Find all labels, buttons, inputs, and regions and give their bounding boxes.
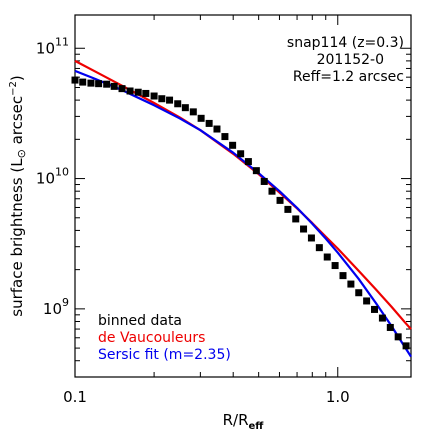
data-point bbox=[394, 333, 402, 341]
data-point bbox=[197, 114, 205, 122]
data-point bbox=[363, 297, 371, 305]
legend-entry-de-vaucouleurs: de Vaucouleurs bbox=[98, 330, 205, 346]
data-point bbox=[150, 92, 158, 100]
x-tick-label: 1.0 bbox=[326, 388, 350, 406]
data-point bbox=[371, 305, 379, 313]
y-tick-label: 1011 bbox=[36, 35, 69, 57]
data-point bbox=[174, 100, 182, 108]
data-point bbox=[79, 78, 87, 86]
data-point bbox=[221, 133, 229, 141]
data-point bbox=[189, 108, 197, 116]
data-point bbox=[307, 234, 315, 242]
x-axis-title: R/Reff bbox=[223, 411, 265, 432]
plot-frame bbox=[74, 14, 412, 378]
data-point bbox=[284, 205, 292, 213]
legend: binned data de Vaucouleurs Sersic fit (m… bbox=[98, 313, 231, 363]
axis-ticks bbox=[74, 15, 411, 378]
data-point bbox=[331, 262, 339, 270]
plot-area bbox=[71, 59, 412, 358]
data-point bbox=[355, 289, 363, 297]
axis-tick-labels: 0.1 1.0 109 1010 1011 bbox=[36, 35, 350, 406]
legend-entry-sersic-fit: Sersic fit (m=2.35) bbox=[98, 347, 231, 363]
data-point bbox=[134, 88, 142, 96]
data-point bbox=[386, 323, 394, 331]
data-point bbox=[142, 89, 150, 97]
data-point bbox=[71, 76, 79, 84]
data-point bbox=[260, 177, 268, 185]
data-point bbox=[95, 80, 103, 88]
data-point bbox=[378, 314, 386, 322]
data-point bbox=[158, 95, 166, 103]
x-tick-label: 0.1 bbox=[63, 388, 87, 406]
annotation-snapshot: snap114 (z=0.3) bbox=[287, 35, 404, 51]
y-axis-title: surface brightness (L⊙ arcsec−2) bbox=[8, 75, 28, 317]
data-point bbox=[268, 187, 276, 195]
data-point bbox=[126, 87, 134, 95]
legend-entry-binned-data: binned data bbox=[98, 313, 182, 329]
data-point bbox=[339, 272, 347, 280]
data-point bbox=[244, 158, 252, 166]
data-point bbox=[252, 167, 260, 175]
data-point bbox=[103, 80, 111, 88]
data-point bbox=[347, 280, 355, 288]
data-point bbox=[292, 215, 300, 223]
sersic-fit-m-2-35-line bbox=[74, 69, 412, 358]
data-point bbox=[229, 141, 237, 149]
data-point bbox=[110, 82, 118, 90]
data-point bbox=[315, 244, 323, 252]
y-tick-label: 109 bbox=[43, 296, 69, 318]
data-point bbox=[323, 253, 331, 261]
data-point bbox=[402, 342, 410, 350]
data-point bbox=[87, 79, 95, 87]
data-point bbox=[166, 96, 174, 104]
de-vaucouleurs-line bbox=[74, 59, 412, 330]
data-point bbox=[300, 225, 308, 233]
data-point bbox=[213, 125, 221, 133]
y-tick-label: 1010 bbox=[36, 166, 69, 188]
data-point bbox=[237, 150, 245, 158]
annotation-object-id: 201152-0 bbox=[317, 52, 384, 68]
data-point bbox=[118, 85, 126, 93]
data-point bbox=[181, 104, 189, 112]
data-point bbox=[276, 196, 284, 204]
annotation-reff: Reff=1.2 arcsec bbox=[293, 69, 404, 85]
data-point bbox=[205, 119, 213, 127]
